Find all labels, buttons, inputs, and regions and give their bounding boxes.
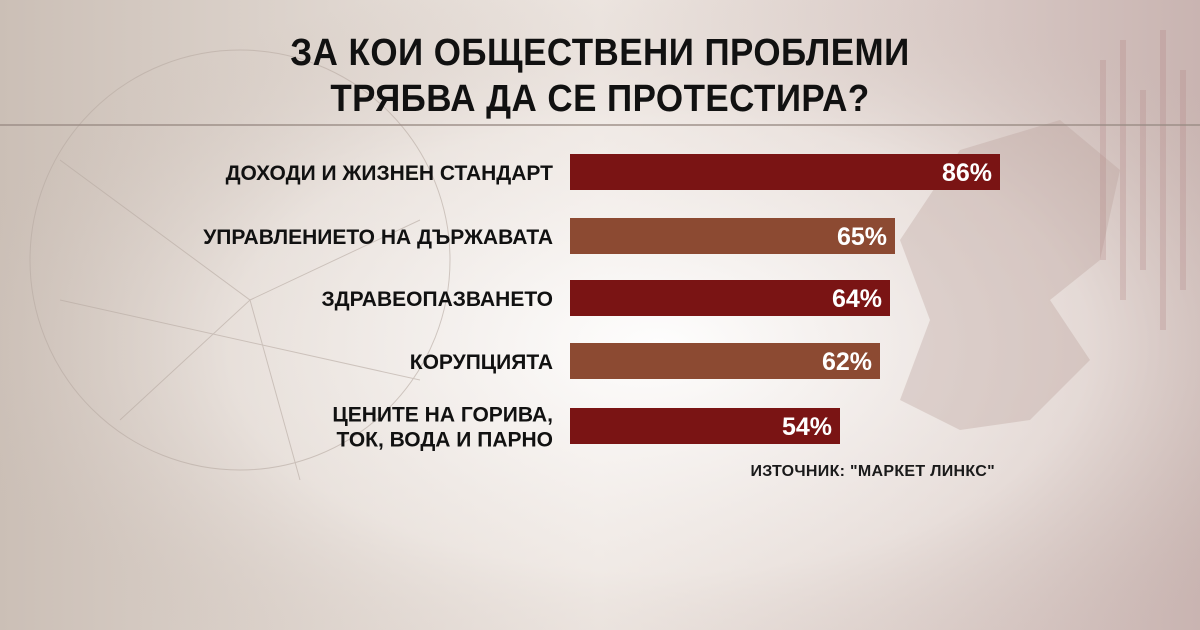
bar-value-label-4: 62%	[822, 348, 872, 376]
bar-value-label-3: 64%	[832, 285, 882, 313]
chart-title-line-2: ТРЯБВА ДА СЕ ПРОТЕСТИРА?	[330, 78, 870, 120]
category-label-5-line-1: ЦЕНИТЕ НА ГОРИВА,	[332, 404, 553, 427]
bar-2	[570, 218, 895, 254]
source-note: ИЗТОЧНИК: "МАРКЕТ ЛИНКС"	[750, 463, 995, 480]
category-label-1: ДОХОДИ И ЖИЗНЕН СТАНДАРТ	[226, 162, 554, 185]
chart-title: ЗА КОИ ОБЩЕСТВЕНИ ПРОБЛЕМИ ТРЯБВА ДА СЕ …	[250, 30, 949, 122]
bar-1	[570, 154, 1000, 190]
category-label-4: КОРУПЦИЯТА	[410, 351, 553, 374]
bar-3	[570, 280, 890, 316]
bar-value-label-1: 86%	[942, 159, 992, 187]
category-label-3: ЗДРАВЕОПАЗВАНЕТО	[322, 288, 553, 311]
bar-5	[570, 408, 840, 444]
bar-value-label-5: 54%	[782, 413, 832, 441]
bar-value-label-2: 65%	[837, 223, 887, 251]
chart-title-line-1: ЗА КОИ ОБЩЕСТВЕНИ ПРОБЛЕМИ	[290, 32, 910, 74]
category-label-2: УПРАВЛЕНИЕТО НА ДЪРЖАВАТА	[203, 226, 553, 249]
title-divider	[0, 124, 1200, 126]
category-label-5-line-2: ТОК, ВОДА И ПАРНО	[337, 429, 553, 452]
bar-4	[570, 343, 880, 379]
